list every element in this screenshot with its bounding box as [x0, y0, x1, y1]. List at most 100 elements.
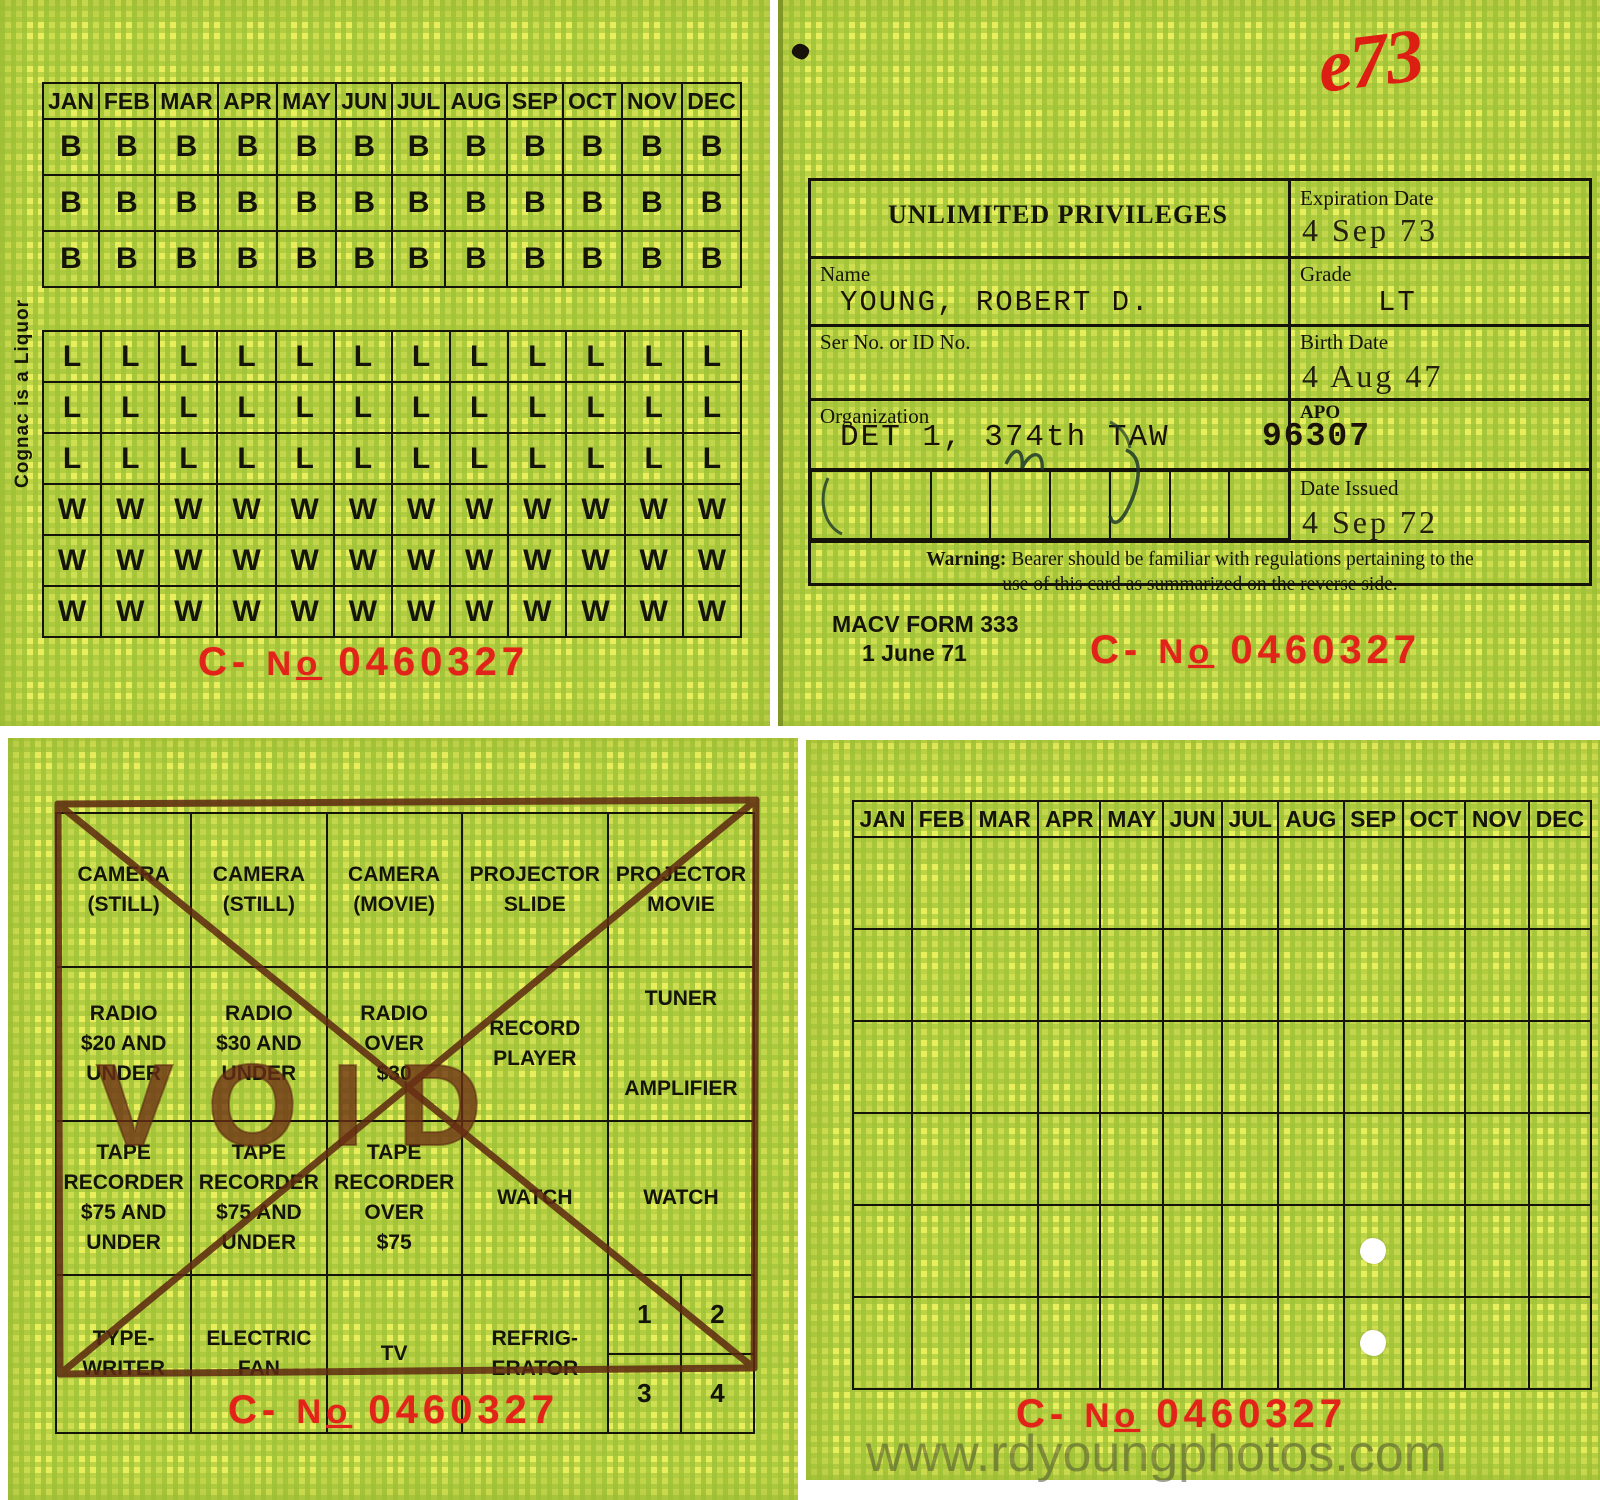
ration-cell[interactable]: B	[561, 118, 623, 176]
ration-cell[interactable]: L	[100, 432, 161, 485]
ration-cell[interactable]: W	[681, 585, 743, 638]
ration-cell[interactable]	[1401, 1204, 1466, 1298]
ration-cell[interactable]: B	[391, 174, 447, 232]
ration-cell[interactable]: W	[41, 534, 103, 587]
ration-cell[interactable]	[1463, 1112, 1530, 1206]
ration-cell[interactable]	[1277, 1204, 1345, 1298]
ration-cell[interactable]: W	[565, 585, 626, 638]
ration-cell[interactable]	[1162, 1296, 1224, 1390]
ration-cell[interactable]: B	[335, 118, 394, 176]
ration-cell[interactable]: L	[100, 381, 161, 434]
ration-cell[interactable]	[970, 836, 1040, 930]
ration-cell[interactable]: L	[390, 381, 452, 434]
controlled-item-cell[interactable]: TAPE RECORDER OVER $75	[325, 1120, 463, 1276]
ration-cell[interactable]	[1099, 1296, 1165, 1390]
ration-cell[interactable]: L	[681, 432, 743, 485]
ration-cell[interactable]	[851, 836, 914, 930]
ration-cell[interactable]: B	[620, 118, 684, 176]
ration-cell[interactable]	[1463, 836, 1530, 930]
ration-cell[interactable]: B	[153, 174, 220, 232]
ration-cell[interactable]	[1162, 1112, 1224, 1206]
ration-cell[interactable]	[1037, 1296, 1102, 1390]
ration-cell[interactable]: B	[217, 174, 278, 232]
ration-cell[interactable]: L	[390, 432, 452, 485]
quad-number[interactable]: 1	[608, 1276, 682, 1355]
ration-cell[interactable]	[1037, 1204, 1102, 1298]
blank-cell[interactable]	[1228, 470, 1290, 540]
ration-cell[interactable]: W	[681, 483, 743, 536]
ration-cell[interactable]: L	[274, 330, 335, 383]
ration-cell[interactable]: B	[42, 118, 100, 176]
ration-cell[interactable]: W	[390, 585, 452, 638]
ration-cell[interactable]	[1221, 928, 1280, 1022]
ration-cell[interactable]: W	[332, 534, 393, 587]
ration-cell[interactable]	[1099, 1204, 1165, 1298]
ration-cell[interactable]	[1401, 1112, 1466, 1206]
ration-cell[interactable]	[911, 1112, 973, 1206]
ration-cell[interactable]: L	[216, 330, 277, 383]
ration-cell[interactable]	[1099, 928, 1165, 1022]
ration-cell[interactable]	[1162, 1020, 1224, 1114]
ration-cell[interactable]	[1463, 1020, 1530, 1114]
ration-cell[interactable]	[1099, 836, 1165, 930]
quad-number[interactable]: 4	[710, 1378, 725, 1409]
ration-cell[interactable]: B	[42, 174, 100, 232]
blank-cell[interactable]	[1168, 470, 1231, 540]
ration-cell[interactable]	[1342, 1020, 1404, 1114]
ration-cell[interactable]: L	[390, 330, 452, 383]
ration-cell[interactable]	[911, 1296, 973, 1390]
ration-cell[interactable]	[1099, 1112, 1165, 1206]
controlled-item-cell[interactable]: WATCH	[606, 1120, 756, 1276]
ration-cell[interactable]	[1277, 928, 1345, 1022]
ration-cell[interactable]: W	[623, 483, 684, 536]
ration-cell[interactable]	[970, 1296, 1040, 1390]
ration-cell[interactable]	[1463, 928, 1530, 1022]
ration-cell[interactable]	[1401, 1020, 1466, 1114]
ration-cell[interactable]	[1037, 1112, 1102, 1206]
ration-cell[interactable]: L	[449, 330, 510, 383]
controlled-item-cell[interactable]: TV	[325, 1274, 463, 1434]
ration-cell[interactable]: B	[505, 118, 564, 176]
ration-cell[interactable]: W	[41, 483, 103, 536]
controlled-item-cell[interactable]: PROJECTOR MOVIE	[606, 812, 756, 968]
ration-cell[interactable]	[1277, 1020, 1345, 1114]
ration-cell[interactable]: L	[332, 432, 393, 485]
ration-cell[interactable]: W	[274, 483, 335, 536]
ration-cell[interactable]: L	[623, 381, 684, 434]
ration-cell[interactable]: L	[332, 330, 393, 383]
ration-cell[interactable]: B	[335, 174, 394, 232]
ration-cell[interactable]	[1221, 1020, 1280, 1114]
ration-cell[interactable]: L	[449, 381, 510, 434]
ration-cell[interactable]: B	[153, 230, 220, 288]
ration-cell[interactable]: L	[274, 432, 335, 485]
ration-cell[interactable]: B	[561, 174, 623, 232]
ration-cell[interactable]: W	[623, 534, 684, 587]
ration-cell[interactable]	[1527, 1296, 1593, 1390]
ration-cell[interactable]: B	[444, 174, 508, 232]
blank-cell[interactable]	[1049, 470, 1111, 540]
ration-cell[interactable]: W	[449, 483, 510, 536]
ration-cell[interactable]: W	[100, 585, 161, 638]
ration-cell[interactable]: L	[681, 330, 743, 383]
ration-cell[interactable]: B	[97, 118, 156, 176]
ration-cell[interactable]: B	[42, 230, 100, 288]
ration-cell[interactable]	[1527, 1112, 1593, 1206]
ration-cell[interactable]: B	[681, 230, 742, 288]
ration-cell[interactable]: L	[158, 381, 219, 434]
controlled-item-cell[interactable]: REFRIG- ERATOR	[460, 1274, 609, 1434]
ration-cell[interactable]: B	[681, 174, 742, 232]
ration-cell[interactable]: W	[565, 483, 626, 536]
ration-cell[interactable]: B	[275, 230, 338, 288]
ration-cell[interactable]	[1527, 928, 1593, 1022]
ration-cell[interactable]: L	[507, 381, 568, 434]
ration-cell[interactable]: L	[623, 330, 684, 383]
ration-cell[interactable]	[1099, 1020, 1165, 1114]
ration-cell[interactable]	[1527, 1020, 1593, 1114]
ration-cell[interactable]: W	[158, 534, 219, 587]
ration-cell[interactable]: B	[505, 230, 564, 288]
ration-cell[interactable]	[911, 836, 973, 930]
ration-cell[interactable]	[1401, 1296, 1466, 1390]
ration-cell[interactable]	[1401, 928, 1466, 1022]
ration-cell[interactable]	[851, 1112, 914, 1206]
ration-cell[interactable]	[1277, 1112, 1345, 1206]
